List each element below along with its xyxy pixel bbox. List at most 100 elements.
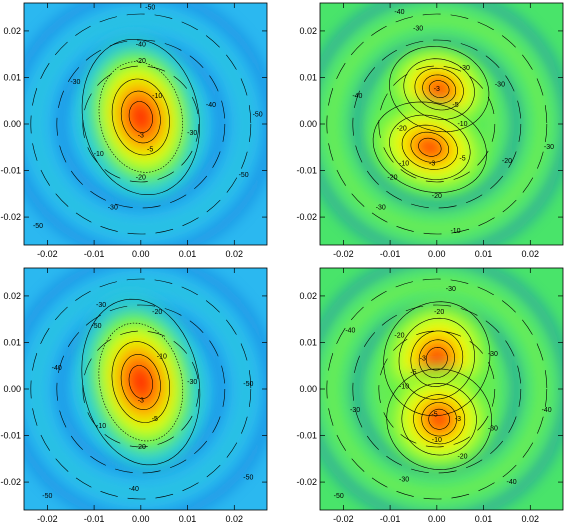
contour-line — [372, 101, 487, 193]
contour-label: -20 — [136, 444, 146, 451]
contour-label: -10 — [157, 353, 167, 360]
x-tick-label: -0.01 — [380, 514, 401, 523]
contour-line — [383, 301, 491, 417]
contour-label: -10 — [94, 151, 104, 158]
contour-label: -50 — [42, 493, 52, 500]
y-tick-label: -0.01 — [0, 166, 21, 176]
contour-label: -30 — [446, 286, 456, 293]
x-tick-label: 0.00 — [132, 249, 150, 259]
y-tick-label: 0.01 — [299, 337, 317, 347]
contour-label: -50 — [253, 112, 263, 119]
contour-line — [98, 322, 184, 442]
contour-label: -50 — [334, 493, 344, 500]
x-tick-label: -0.01 — [84, 249, 105, 259]
contour-label: -30 — [70, 79, 80, 86]
contour-label: -40 — [507, 479, 517, 486]
y-tick-label: 0.01 — [3, 72, 21, 82]
contour-line — [428, 408, 451, 430]
contour-label: -10 — [96, 423, 106, 430]
contour-label: -30 — [488, 425, 498, 432]
contour-line — [413, 394, 466, 445]
contour-line — [56, 39, 226, 209]
contour-label: -10 — [432, 437, 442, 444]
contour-line — [422, 74, 456, 104]
lobe-0-level-5 — [430, 81, 448, 97]
contours — [30, 278, 252, 500]
y-tick-label: -0.01 — [296, 166, 317, 176]
contour-line — [401, 383, 477, 456]
contour-label: -30 — [488, 351, 498, 358]
contour-label: -20 — [136, 174, 146, 181]
contour-label: -3 — [455, 416, 461, 423]
contour-line — [428, 80, 450, 98]
y-tick-label: 0.00 — [299, 384, 317, 394]
contour-label: -3 — [420, 356, 426, 363]
contour-line — [111, 341, 171, 423]
lobe-0-level-5 — [427, 348, 447, 369]
contour-line — [81, 298, 201, 466]
contour-label: -50 — [33, 223, 43, 230]
contour-label: -50 — [145, 4, 155, 11]
contour-label: -30 — [96, 302, 106, 309]
contour-line — [30, 278, 252, 500]
contour-line — [418, 137, 442, 157]
contour-line — [98, 61, 183, 173]
contour-label: -10 — [457, 121, 467, 128]
x-tick-label: -0.02 — [333, 249, 354, 259]
contours — [30, 13, 252, 235]
x-tick-label: -0.02 — [37, 249, 58, 259]
x-tick-label: 0.00 — [132, 514, 150, 523]
panel-bottom-left: -3 -5 -10 -10 -20 -20 -30 -30 -40 -50 -50 -50 -50 -40… — [0, 267, 268, 523]
contour-line — [414, 67, 464, 111]
y-tick-label: -0.02 — [296, 477, 317, 487]
contour-label: -50 — [239, 172, 249, 179]
contour-line — [410, 131, 449, 163]
contour-line — [398, 317, 475, 400]
x-tick-label: -0.01 — [84, 514, 105, 523]
contour-line — [403, 58, 475, 120]
intensity-field — [320, 3, 563, 245]
y-tick-label: 0.00 — [3, 384, 21, 394]
x-tick-label: 0.02 — [522, 514, 540, 523]
contour-line — [389, 46, 490, 133]
contour-line — [111, 78, 170, 156]
contour-label: -5 — [459, 156, 465, 163]
contour-label: -30 — [108, 205, 118, 212]
y-tick-label: 0.02 — [299, 26, 317, 36]
contour-line — [378, 330, 496, 448]
contour-label: -20 — [502, 158, 512, 165]
y-tick-label: -0.01 — [0, 431, 21, 441]
contour-line — [418, 339, 455, 379]
contour-label: -5 — [152, 416, 158, 423]
sidelobe-ring — [327, 279, 547, 499]
x-tick-label: 0.02 — [522, 249, 540, 259]
contour-label: -20 — [457, 453, 467, 460]
x-tick-label: 0.01 — [179, 514, 197, 523]
contour-line — [401, 124, 458, 170]
contour-label: -10 — [399, 384, 409, 391]
contour-label: -30 — [413, 25, 423, 32]
y-tick-label: 0.02 — [299, 291, 317, 301]
contour-line — [352, 304, 522, 474]
lobe-0-level-5 — [130, 367, 152, 397]
contour-line — [82, 330, 200, 448]
contour-label: -30 — [350, 407, 360, 414]
panel-top-left: -3-5 -10 -10 -20 -20 -30 -30 -40 -40 -50 -50 -50 -30… — [0, 2, 268, 259]
contour-label: -5 — [410, 370, 416, 377]
x-tick-label: 0.00 — [428, 514, 446, 523]
contour-line — [389, 114, 471, 180]
contour-line — [378, 65, 496, 183]
x-tick-label: 0.02 — [226, 249, 244, 259]
y-tick-label: -0.02 — [0, 477, 21, 487]
contour-label: -30 — [187, 130, 197, 137]
contour-line — [120, 90, 161, 144]
contour-label: -50 — [91, 323, 101, 330]
contour-label: -30 — [187, 379, 197, 386]
contour-line — [421, 402, 458, 437]
contour-label: -3 — [138, 132, 144, 139]
contour-label: -5 — [147, 146, 153, 153]
contour-label: -20 — [387, 174, 397, 181]
panel-bottom-right: -3-5-10-20-20-30-5-3-10-20-30-30-30-40-4… — [296, 267, 564, 523]
y-tick-label: 0.00 — [3, 119, 21, 129]
